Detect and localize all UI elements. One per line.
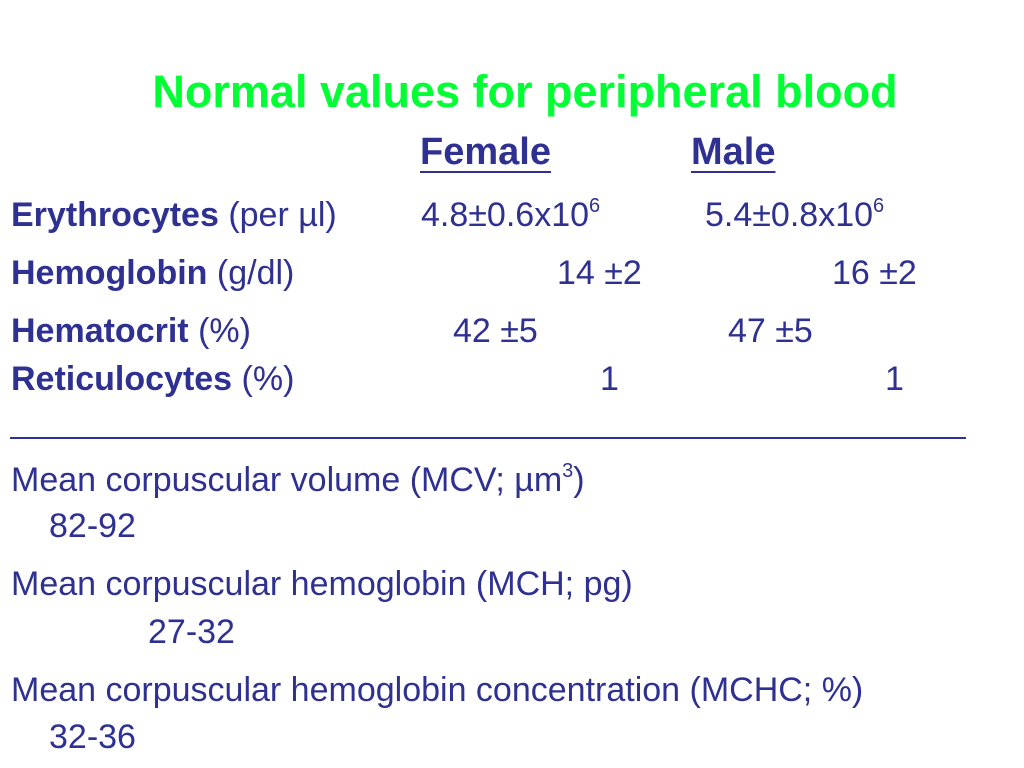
index-mchc-label: Mean corpuscular hemoglobin concentratio… [11,671,864,709]
row-reticulocytes-label: Reticulocytes (%) [11,360,294,399]
row-name: Reticulocytes [11,360,233,398]
row-unit: (%) [198,312,251,350]
divider-line [10,437,966,439]
row-hemoglobin-female: 14 ±2 [557,254,642,292]
row-name: Erythrocytes [11,196,219,234]
row-reticulocytes-male: 1 [885,360,904,398]
row-hematocrit-male: 47 ±5 [728,312,813,350]
row-hemoglobin-male: 16 ±2 [832,254,917,292]
row-name: Hematocrit [11,312,189,350]
row-unit: (per µl) [228,196,337,234]
index-mch-label: Mean corpuscular hemoglobin (MCH; pg) [11,565,633,603]
row-erythrocytes-label: Erythrocytes (per µl) [11,196,337,235]
value-male: 5.4±0.8x10 [705,196,874,234]
row-unit: (g/dl) [216,254,295,292]
value-male-exponent: 6 [873,195,885,217]
row-erythrocytes-male: 5.4±0.8x106 [705,195,885,235]
row-name: Hemoglobin [11,254,208,292]
male-header: Male [690,131,776,173]
index-mch-value: 27-32 [148,613,235,651]
index-mcv-value: 82-92 [49,507,136,545]
row-erythrocytes-female: 4.8±0.6x106 [421,195,601,235]
female-header: Female [420,131,551,173]
index-mcv-label: Mean corpuscular volume (MCV; µm3) [11,460,585,499]
row-unit: (%) [241,360,295,398]
value-female-exponent: 6 [589,195,601,217]
row-hematocrit-label: Hematocrit (%) [11,312,251,351]
column-headers: Female Male [420,131,775,174]
index-mcv-exponent: 3 [562,460,574,482]
index-mchc-value: 32-36 [49,718,136,756]
row-hemoglobin-label: Hemoglobin (g/dl) [11,254,294,293]
row-reticulocytes-female: 1 [600,360,619,398]
slide-title: Normal values for peripheral blood [152,66,898,117]
row-hematocrit-female: 42 ±5 [453,312,538,350]
value-female: 4.8±0.6x10 [421,196,590,234]
